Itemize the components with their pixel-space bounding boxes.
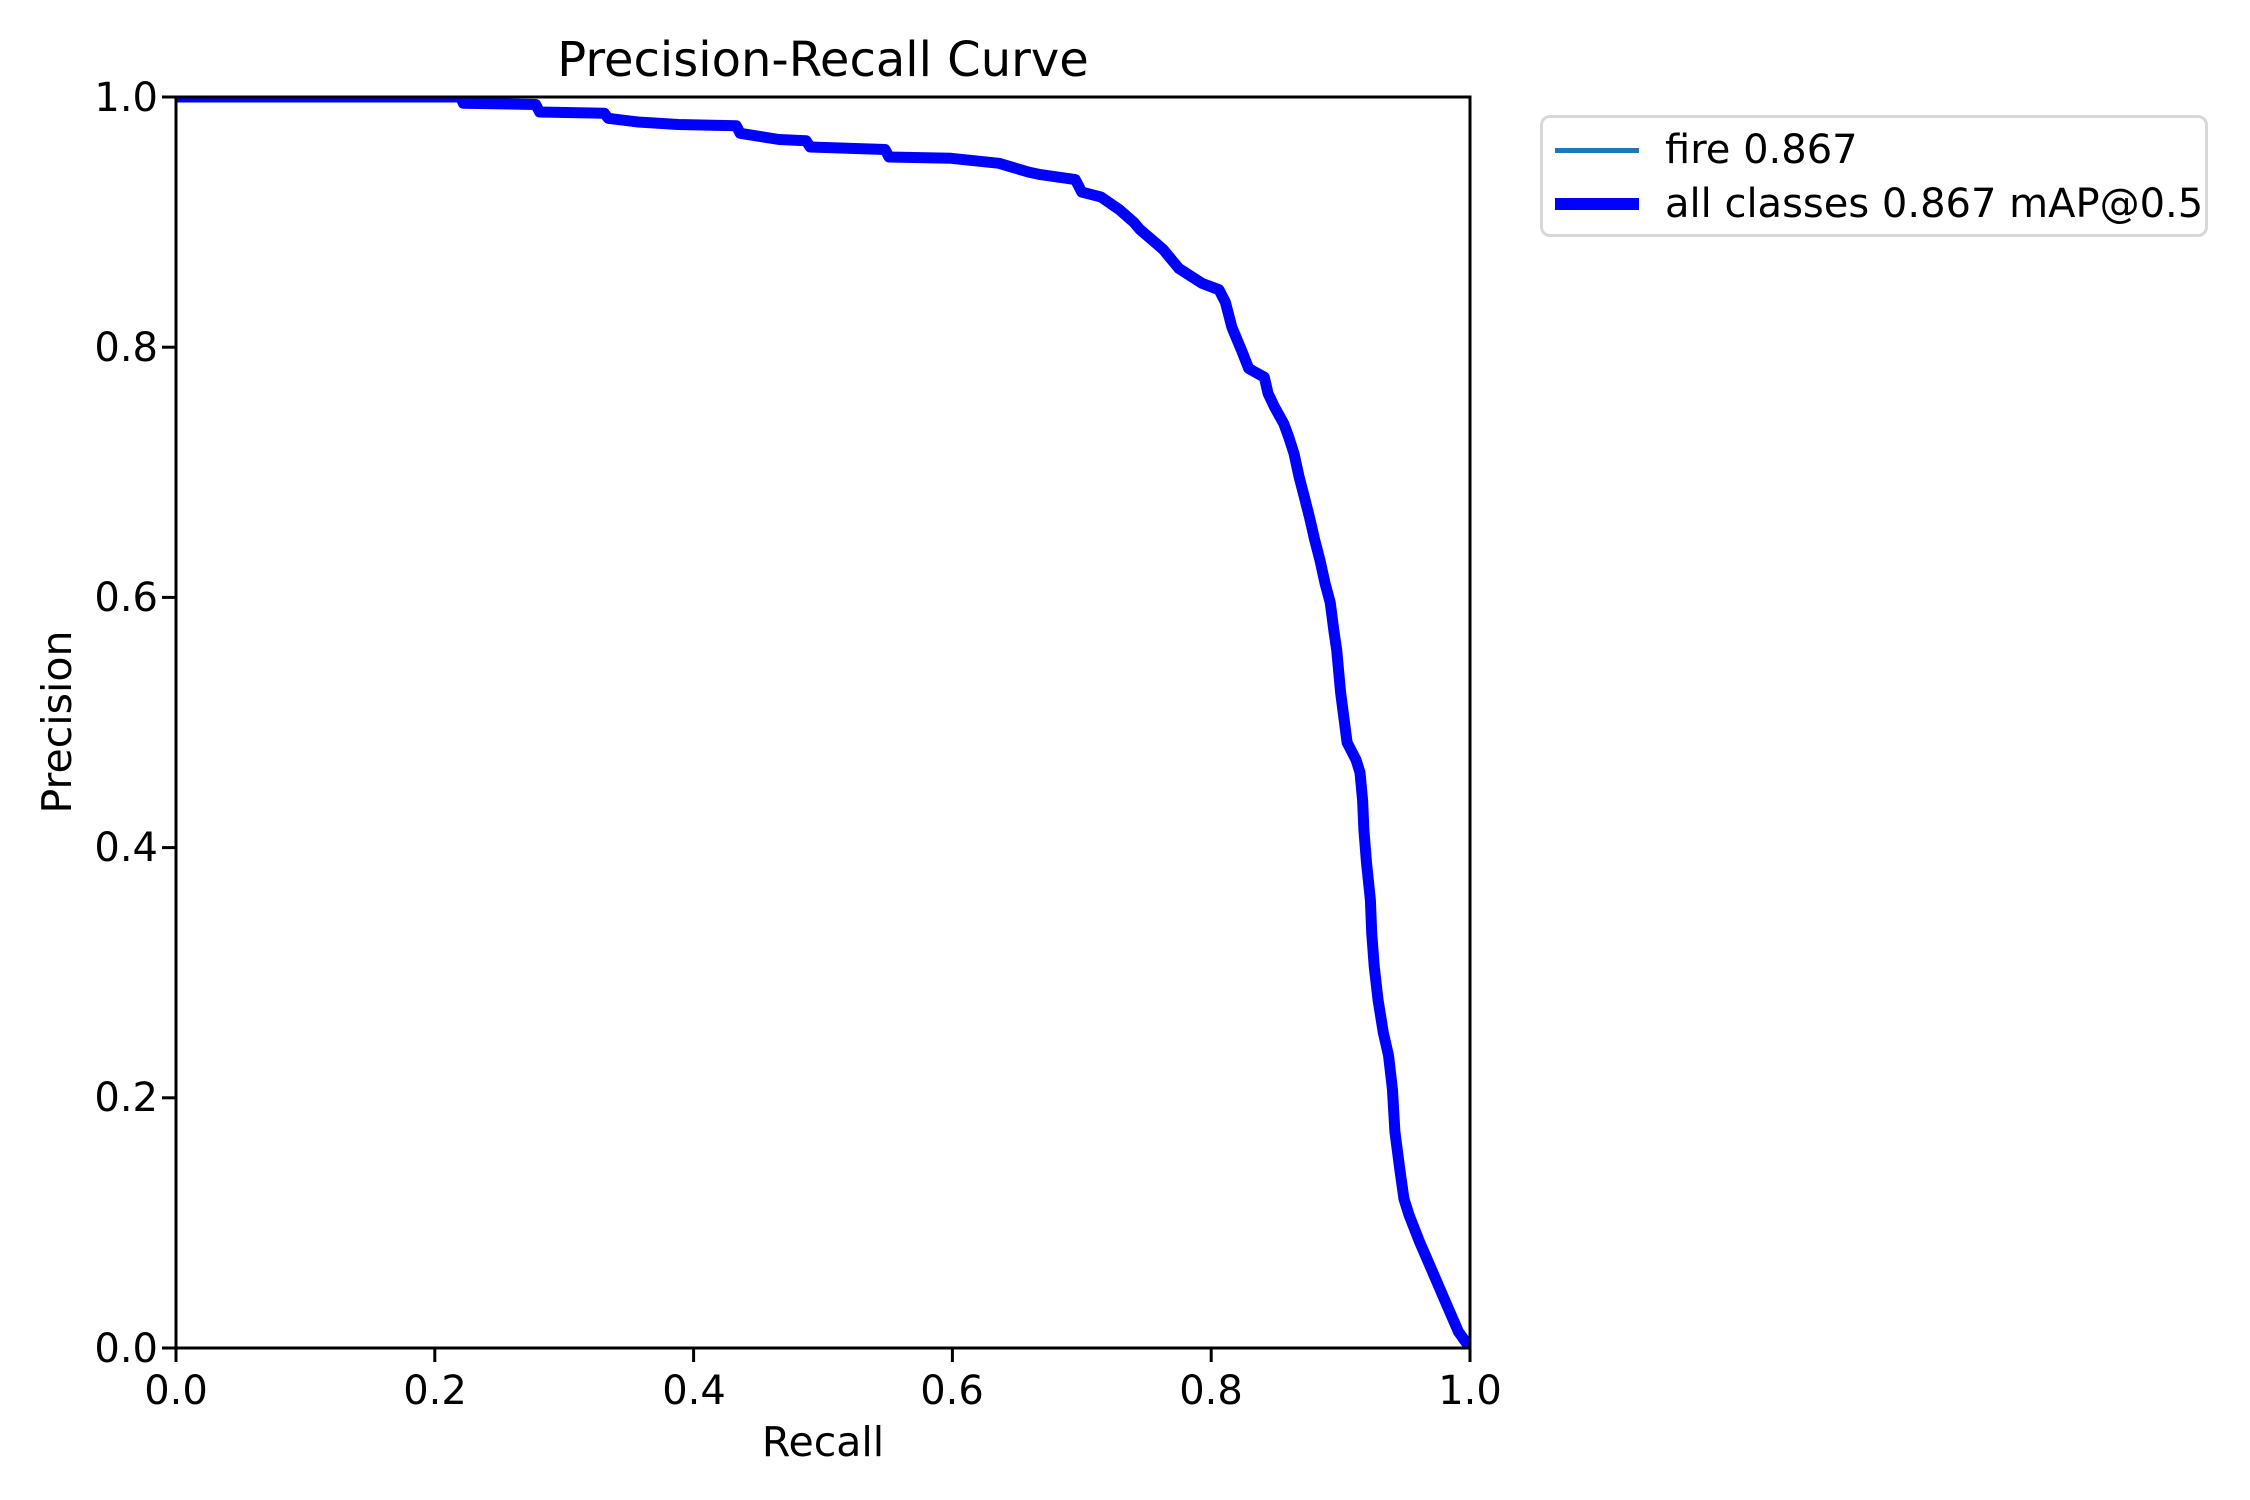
- y-tick-label: 0.6: [94, 575, 158, 621]
- x-tick-labels: 0.0 0.2 0.4 0.6 0.8 1.0: [144, 1368, 1502, 1414]
- curve-fire: [176, 97, 1470, 1348]
- x-tick-label: 0.0: [144, 1368, 208, 1414]
- y-tick-labels: 1.0 0.8 0.6 0.4 0.2 0.0: [94, 75, 158, 1372]
- axes-frame: [174, 95, 1472, 1350]
- legend: fire 0.867 all classes 0.867 mAP@0.5: [1540, 115, 2208, 237]
- y-tick-label: 0.4: [94, 825, 158, 871]
- legend-item-all-classes: all classes 0.867 mAP@0.5: [1543, 177, 2205, 231]
- curve-all-classes: [176, 97, 1470, 1348]
- x-tick-label: 0.6: [920, 1368, 984, 1414]
- x-tick-label: 0.8: [1179, 1368, 1243, 1414]
- legend-swatch-wrap: [1553, 198, 1641, 210]
- line-swatch-icon: [1555, 147, 1639, 153]
- y-tick-label: 1.0: [94, 75, 158, 121]
- chart-title: Precision-Recall Curve: [557, 32, 1089, 88]
- y-axis-label: Precision: [33, 631, 81, 814]
- legend-label-fire: fire 0.867: [1665, 127, 1858, 173]
- x-tick-label: 1.0: [1438, 1368, 1502, 1414]
- curves-group: [176, 97, 1470, 1348]
- tick-marks-group: [162, 95, 1472, 1362]
- legend-swatch-wrap: [1553, 147, 1641, 153]
- y-tick-label: 0.2: [94, 1075, 158, 1121]
- legend-label-all-classes: all classes 0.867 mAP@0.5: [1665, 181, 2204, 227]
- y-tick-label: 0.8: [94, 325, 158, 371]
- x-axis-label: Recall: [762, 1418, 884, 1466]
- legend-item-fire: fire 0.867: [1543, 123, 2205, 177]
- y-tick-label: 0.0: [94, 1326, 158, 1372]
- x-tick-label: 0.4: [662, 1368, 726, 1414]
- x-tick-label: 0.2: [403, 1368, 467, 1414]
- line-swatch-icon: [1555, 198, 1639, 210]
